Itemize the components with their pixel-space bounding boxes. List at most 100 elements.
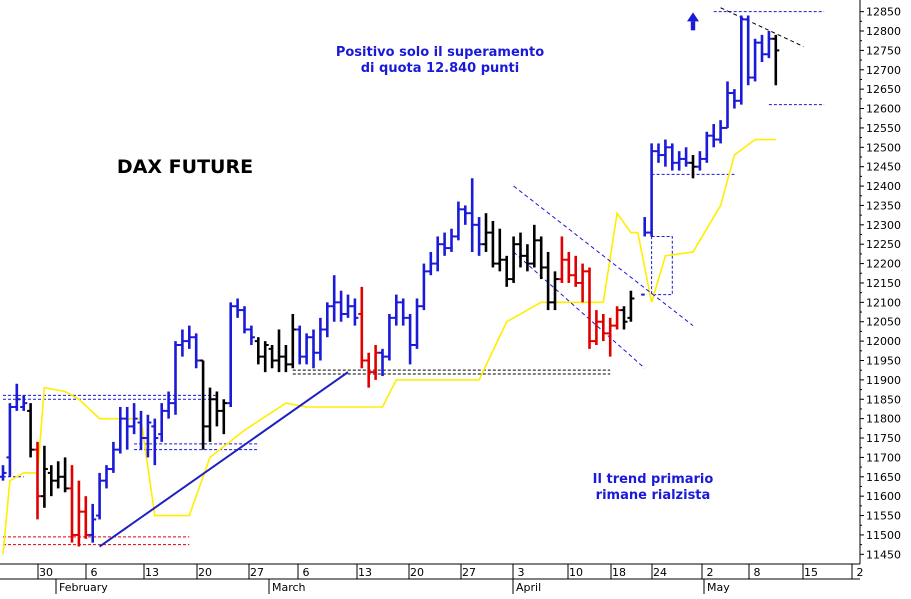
ohlc-bar [34, 441, 41, 520]
ohlc-bar [220, 399, 228, 435]
ohlc-bar [641, 217, 649, 296]
ohlc-bar [185, 325, 193, 349]
ohlc-bar [744, 15, 752, 86]
arrow-marker [687, 12, 699, 31]
month-label: March [272, 581, 306, 594]
ohlc-bar [0, 465, 7, 481]
ohlc-bar [606, 317, 614, 357]
ohlc-bar [406, 313, 414, 365]
ohlc-bar [668, 143, 676, 171]
ohlc-bar [40, 445, 48, 508]
ohlc-bar [675, 151, 683, 171]
month-label: May [707, 581, 730, 594]
ohlc-bar [385, 313, 393, 361]
ohlc-bar [379, 348, 386, 376]
ohlc-bar [47, 465, 55, 497]
ohlc-bar [365, 352, 373, 388]
month-label: April [516, 581, 541, 594]
ohlc-bar [372, 344, 380, 380]
ohlc-bar [137, 410, 145, 450]
ohlc-bar [682, 147, 690, 167]
y-tick-label: 12150 [866, 277, 901, 290]
ohlc-bar [103, 465, 110, 489]
ohlc-bar [61, 457, 69, 493]
ohlc-bar [165, 391, 173, 419]
ohlc-bar [703, 131, 711, 163]
y-tick-label: 12850 [866, 6, 901, 19]
ohlc-bar [213, 391, 221, 427]
ohlc-bar [758, 34, 766, 63]
x-tick-label: 13 [358, 566, 372, 579]
x-tick-label: 10 [569, 566, 583, 579]
ohlc-bar [434, 236, 442, 272]
ohlc-bar [82, 496, 90, 539]
ohlc-bar [316, 317, 324, 361]
x-tick-label: 13 [145, 566, 159, 579]
x-tick-label: 2 [707, 566, 714, 579]
y-tick-label: 12500 [866, 141, 901, 154]
arrow-up-shaft [690, 21, 696, 31]
ohlc-bar [330, 275, 338, 322]
yellow-indicator-line [2, 138, 776, 555]
ohlc-bar [454, 201, 462, 241]
arrow-up-icon [687, 12, 699, 22]
ohlc-bar [89, 503, 97, 543]
ohlc-bar [20, 395, 28, 411]
ohlc-bar [116, 407, 124, 454]
annotation-line: di quota 12.840 punti [361, 61, 519, 76]
ohlc-bar [234, 298, 242, 318]
yellow-line [2, 138, 776, 555]
ohlc-bar [530, 224, 538, 268]
y-tick-label: 11550 [866, 510, 901, 523]
ohlc-bar [482, 213, 490, 252]
ohlc-bar [310, 329, 317, 369]
ohlc-bar [282, 344, 290, 373]
ohlc-bar [144, 414, 152, 458]
support-trendline [99, 371, 349, 548]
y-tick-label: 11800 [866, 413, 901, 426]
ohlc-bar [427, 251, 435, 276]
trendlines [99, 7, 804, 548]
ohlc-bar [75, 480, 83, 547]
ohlc-bar [13, 383, 21, 411]
y-tick-label: 12600 [866, 103, 901, 116]
y-tick-label: 12200 [866, 258, 901, 271]
ohlc-bar [151, 418, 159, 466]
x-tick-label: 3 [518, 566, 525, 579]
ohlc-bar [296, 325, 304, 365]
y-tick-label: 12450 [866, 161, 901, 174]
ohlc-bar [275, 329, 283, 373]
ohlc-bar [661, 139, 669, 167]
x-tick-label: 8 [754, 566, 761, 579]
y-tick-label: 11900 [866, 374, 901, 387]
ohlc-bar [261, 341, 269, 373]
y-tick-label: 12300 [866, 219, 901, 232]
y-tick-label: 11750 [866, 432, 901, 445]
ohlc-bars [0, 15, 780, 547]
ohlc-bar [344, 294, 352, 318]
ohlc-bar [54, 461, 62, 489]
ohlc-bar [730, 89, 738, 109]
ohlc-bar [503, 255, 511, 287]
y-tick-label: 12650 [866, 83, 901, 96]
y-tick-label: 12400 [866, 180, 901, 193]
ohlc-bar [420, 263, 428, 311]
ohlc-bar [27, 403, 35, 458]
x-tick-label: 20 [198, 566, 212, 579]
x-tick-label: 15 [804, 566, 818, 579]
ohlc-bar [523, 244, 531, 272]
ohlc-bar [227, 302, 235, 408]
ohlc-bar [489, 220, 497, 268]
ohlc-bar [337, 290, 345, 322]
ohlc-bar [441, 232, 449, 256]
y-tick-label: 12350 [866, 199, 901, 212]
y-tick-label: 12700 [866, 64, 901, 77]
ohlc-bar [130, 403, 138, 435]
x-tick-label: 18 [612, 566, 626, 579]
ohlc-bar [6, 403, 14, 477]
ohlc-bar [558, 236, 566, 283]
ohlc-bar [737, 15, 745, 105]
ohlc-bar [627, 290, 635, 322]
